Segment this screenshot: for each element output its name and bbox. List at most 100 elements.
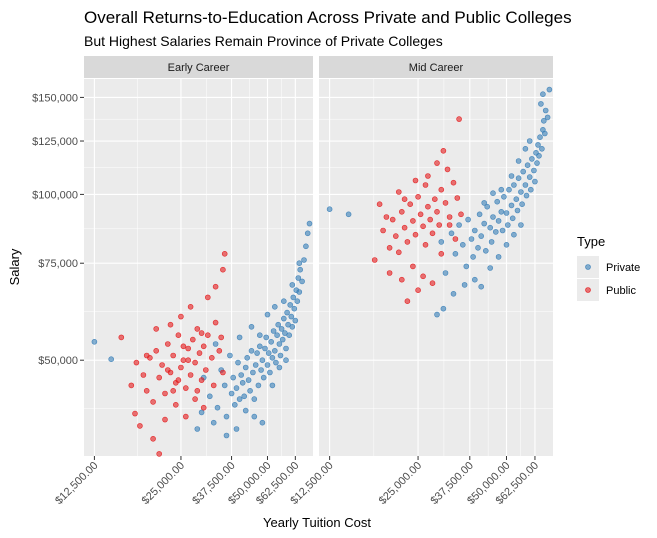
data-point-private [511, 182, 517, 188]
data-point-private [499, 227, 506, 234]
data-point-private [531, 167, 537, 174]
data-point-public [162, 390, 168, 397]
data-point-private [242, 364, 249, 371]
data-point-private [523, 192, 530, 199]
data-point-private [478, 233, 485, 239]
data-point-public [180, 357, 187, 364]
data-point-private [488, 239, 495, 245]
data-point-public [446, 222, 453, 228]
data-point-public [200, 404, 207, 411]
data-point-public [205, 294, 211, 301]
data-point-private [247, 387, 253, 394]
data-point-private [276, 341, 283, 347]
data-point-private [294, 298, 301, 305]
data-point-public [392, 233, 399, 239]
data-point-public [194, 387, 201, 394]
data-point-public [417, 211, 424, 218]
data-point-public [192, 359, 198, 366]
data-point-private [532, 178, 538, 185]
data-point-private [518, 189, 524, 195]
data-point-public [216, 347, 223, 354]
data-point-private [504, 222, 511, 228]
data-point-public [180, 343, 187, 350]
legend-item-public: Public [577, 279, 636, 301]
data-point-private [288, 313, 295, 320]
data-point-private [296, 289, 303, 295]
data-point-public [376, 201, 383, 207]
data-point-public [412, 231, 419, 238]
data-point-private [276, 364, 283, 371]
data-point-private [230, 374, 236, 381]
data-point-private [487, 224, 494, 231]
data-point-public [190, 336, 196, 343]
data-point-private [463, 263, 470, 270]
data-point-public [162, 416, 168, 423]
data-point-private [482, 248, 489, 254]
data-point-public [170, 352, 176, 359]
facet-strip-label: Mid Career [409, 62, 464, 74]
data-point-private [519, 201, 525, 207]
series-private [91, 220, 313, 439]
data-point-private [490, 190, 496, 196]
data-point-public [407, 201, 414, 207]
data-point-public [221, 251, 228, 257]
data-point-public [118, 334, 125, 341]
data-point-private [540, 91, 546, 97]
data-point-private [296, 260, 303, 267]
data-point-public [450, 179, 457, 186]
data-point-private [522, 146, 529, 152]
data-point-private [508, 173, 515, 179]
data-point-public [218, 334, 224, 341]
data-point-private [244, 354, 250, 361]
legend-label: Private [606, 262, 640, 274]
data-point-public [404, 239, 411, 245]
data-point-private [538, 101, 544, 107]
data-point-private [260, 374, 267, 381]
data-point-public [150, 435, 156, 442]
data-point-private [223, 413, 230, 420]
data-point-public [198, 330, 205, 336]
data-point-private [268, 338, 275, 345]
data-point-private [526, 174, 533, 180]
data-point-private [289, 323, 296, 330]
data-point-private [481, 200, 488, 206]
x-tick-label: $25,000.00 [140, 460, 187, 507]
data-point-public [165, 367, 171, 373]
data-point-private [242, 407, 249, 414]
data-point-private [223, 432, 230, 439]
data-point-private [212, 341, 219, 347]
data-point-private [540, 118, 547, 124]
data-point-public [150, 399, 156, 405]
data-point-private [498, 186, 505, 193]
legend-label: Public [606, 285, 636, 297]
data-point-public [425, 203, 431, 210]
data-point-public [212, 283, 219, 290]
data-point-private [227, 352, 233, 359]
data-point-private [490, 214, 496, 220]
data-point-public [434, 160, 440, 166]
data-point-private [303, 243, 309, 250]
data-point-private [495, 254, 502, 260]
data-point-public [178, 313, 184, 320]
data-point-private [440, 305, 447, 312]
data-point-private [544, 114, 551, 121]
chart-subtitle: But Highest Salaries Remain Province of … [84, 33, 443, 49]
y-tick-label: $75,000 [38, 258, 78, 270]
data-point-public [187, 372, 194, 378]
data-point-private [508, 202, 515, 209]
data-point-public [183, 413, 189, 420]
data-point-private [306, 220, 313, 227]
data-point-public [185, 357, 191, 364]
data-point-private [221, 382, 228, 389]
y-tick-label: $150,000 [32, 92, 78, 104]
data-point-public [212, 319, 219, 326]
data-point-private [503, 210, 510, 216]
panel-mid-career: Mid Career [319, 56, 553, 456]
data-point-private [494, 198, 501, 205]
data-point-private [299, 278, 305, 285]
data-point-public [185, 345, 191, 352]
data-point-private [290, 294, 297, 301]
data-point-private [267, 369, 273, 376]
data-point-public [395, 189, 402, 195]
chart-title: Overall Returns-to-Education Across Priv… [84, 8, 572, 27]
